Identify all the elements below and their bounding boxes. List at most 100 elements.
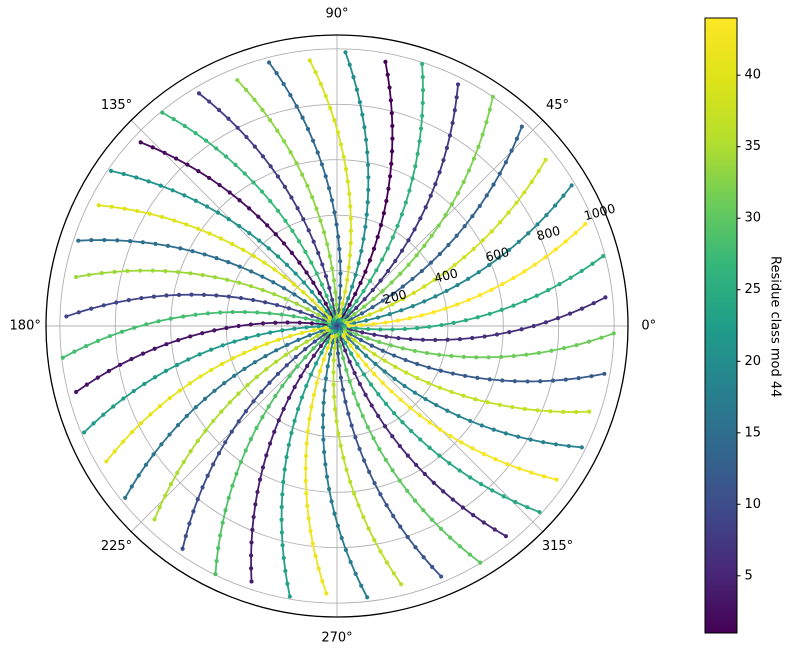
data-point [418,216,423,221]
spiral-arm-residue-28 [60,309,332,360]
data-point [543,255,548,260]
data-point [273,232,278,237]
data-point [232,373,237,378]
data-point [516,239,521,244]
data-point [321,400,326,405]
data-point [268,164,273,169]
data-point [348,228,354,233]
data-point [76,310,81,315]
data-point [313,554,318,559]
data-point [380,288,385,293]
data-point [338,142,344,147]
data-point [360,330,365,335]
data-point [303,347,308,352]
data-point [299,395,305,400]
data-point [99,271,104,276]
data-point [579,268,584,274]
data-point [362,345,367,350]
spiral-arm-line [97,204,331,319]
data-point [346,411,351,416]
data-point [368,382,374,387]
data-point [300,172,305,177]
data-point [294,104,299,109]
data-point [447,133,453,138]
radial-tick-label-800: 800 [535,223,562,244]
data-point [247,231,252,236]
data-point [181,459,186,465]
data-point [493,457,498,462]
angular-tick-label-45: 45° [546,98,569,113]
data-point [279,312,284,317]
data-point [397,478,402,483]
data-point [266,246,271,251]
data-point [188,449,193,454]
data-point [129,430,135,435]
data-point [188,271,193,276]
spiral-arm-residue-24 [337,329,542,515]
data-point [360,413,365,419]
angular-tick-label-90: 90° [325,7,348,22]
data-point [279,517,284,522]
data-point [506,210,511,215]
colorbar-label: Residue class mod 44 [767,256,783,398]
data-point [356,261,361,266]
data-point [603,295,608,300]
data-point [337,363,342,368]
data-point [82,430,87,435]
data-point [281,479,286,485]
data-point [242,171,247,176]
data-point [536,350,542,356]
data-point [242,366,247,371]
data-point [424,350,430,356]
spiral-arm-line [346,158,547,324]
data-point [89,306,94,311]
data-point [333,290,338,295]
colorbar-tick-label-25: 25 [745,282,762,297]
data-point [311,346,316,351]
data-point [303,478,308,483]
data-point [341,333,346,339]
data-point [611,331,616,336]
data-point [312,306,317,311]
data-point [283,296,288,301]
data-point [200,331,205,336]
data-point [151,452,156,457]
data-point [481,451,486,457]
data-point [359,583,364,588]
data-point [423,205,428,210]
data-point [422,284,427,289]
data-point [341,154,346,159]
data-point [347,302,352,307]
data-point [121,396,126,401]
data-point [550,378,556,383]
data-point [338,271,343,276]
data-point [219,409,224,414]
data-point [274,348,279,353]
data-point [134,175,139,180]
data-point [415,361,420,367]
data-point [343,348,348,353]
spiral-arms [60,50,616,600]
data-point [363,224,368,229]
data-point [420,74,425,80]
data-point [428,260,434,265]
data-point [84,382,89,387]
data-point [375,315,381,320]
data-point [203,138,209,143]
data-point [317,299,322,304]
data-point [323,301,328,306]
data-point [157,403,163,409]
data-point [271,280,276,285]
data-point [292,418,297,423]
data-point [470,335,475,341]
data-point [143,462,149,467]
data-point [334,419,339,424]
data-point [152,346,157,351]
data-point [327,285,332,291]
data-point [375,234,380,240]
data-point [233,162,238,167]
data-point [112,269,117,274]
data-point [244,134,249,140]
data-point [461,354,466,359]
data-point [353,571,358,576]
